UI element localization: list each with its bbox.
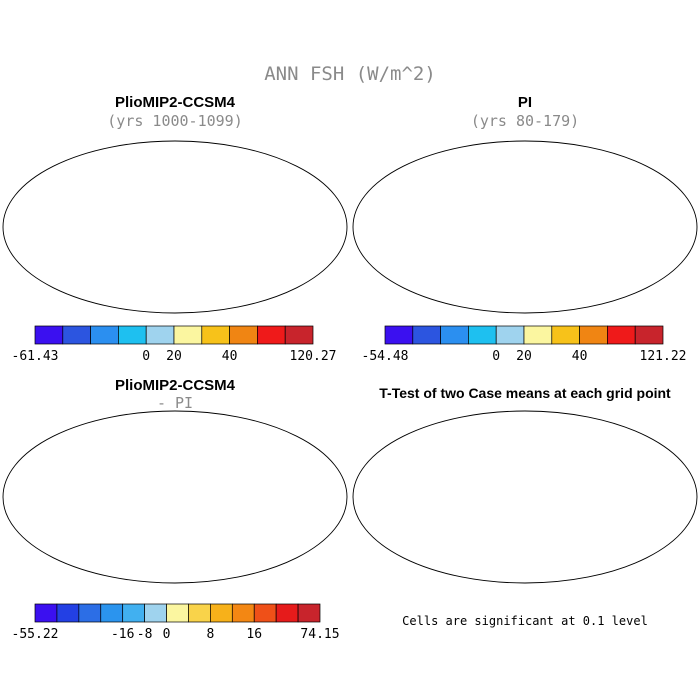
map-ocean xyxy=(3,141,347,313)
colorbar-swatch xyxy=(62,325,91,345)
colorbar-swatch xyxy=(468,325,497,345)
colorbar-swatch xyxy=(495,325,525,345)
map-border xyxy=(2,410,348,584)
colorbar-swatch xyxy=(579,325,608,345)
panel-title: T-Test of two Case means at each grid po… xyxy=(379,385,671,401)
map-ocean xyxy=(353,141,697,313)
colorbar-swatch xyxy=(440,325,469,345)
colorbar-swatch xyxy=(210,603,233,623)
colorbar-swatch xyxy=(201,325,230,345)
colorbar: -55.22 -16 -8 0 8 16 74.15 xyxy=(12,603,340,642)
map-border xyxy=(352,410,698,584)
colorbar-tick-label: 8 xyxy=(206,627,214,642)
colorbar-tick-label: 40 xyxy=(222,349,238,364)
colorbar-swatch xyxy=(78,603,102,623)
colorbar-swatch xyxy=(257,325,286,345)
colorbar-tick-label: 74.15 xyxy=(300,627,339,642)
colorbar-tick-label: 20 xyxy=(166,349,182,364)
colorbar-tick-label: -61.43 xyxy=(12,349,59,364)
panel-pi: PI(yrs 80-179) -54.48 0 20 40 121.22 xyxy=(352,94,698,364)
colorbar-swatch xyxy=(118,325,147,345)
panel-ttest: T-Test of two Case means at each grid po… xyxy=(352,385,698,628)
colorbar-swatch xyxy=(229,325,258,345)
panel-diff: PlioMIP2-CCSM4- PI -55.22 -16 -8 0 8 16 74.15 xyxy=(2,377,348,642)
panel-subtitle: (yrs 80-179) xyxy=(471,112,579,130)
colorbar-swatch xyxy=(231,603,255,623)
colorbar-tick-label: 0 xyxy=(492,349,500,364)
colorbar-swatch xyxy=(275,603,299,623)
colorbar-tick-label: 16 xyxy=(246,627,262,642)
colorbar-swatch xyxy=(551,325,580,345)
colorbar-tick-label: 20 xyxy=(516,349,532,364)
colorbar-tick-label: 120.27 xyxy=(290,349,337,364)
colorbar-swatch xyxy=(166,603,189,623)
colorbar-tick-label: 0 xyxy=(163,627,171,642)
colorbar-swatch xyxy=(634,325,664,345)
colorbar-swatch xyxy=(56,603,80,623)
panel-plio: PlioMIP2-CCSM4(yrs 1000-1099) -61.43 0 20 40… xyxy=(2,94,348,364)
colorbar-swatch xyxy=(607,325,636,345)
colorbar-swatch xyxy=(412,325,441,345)
colorbar-tick-label: -55.22 xyxy=(12,627,59,642)
colorbar-swatch xyxy=(384,325,414,345)
figure-title: ANN FSH (W/m^2) xyxy=(264,63,436,85)
colorbar-swatch xyxy=(188,603,211,623)
colorbar: -54.48 0 20 40 121.22 xyxy=(362,325,687,364)
colorbar-swatch xyxy=(34,603,58,623)
panel-title: PlioMIP2-CCSM4 xyxy=(115,377,236,394)
colorbar-swatch xyxy=(523,325,553,345)
panel-title: PlioMIP2-CCSM4 xyxy=(115,94,236,111)
colorbar-tick-label: -8 xyxy=(137,627,153,642)
colorbar-swatch xyxy=(253,603,277,623)
colorbar-tick-label: 0 xyxy=(142,349,150,364)
panel-subtitle: - PI xyxy=(157,394,193,412)
colorbar-swatch xyxy=(297,603,321,623)
map-border xyxy=(352,140,698,314)
map-border xyxy=(2,140,348,314)
significance-note: Cells are significant at 0.1 level xyxy=(402,614,648,628)
map-ocean xyxy=(353,411,697,583)
colorbar-swatch xyxy=(34,325,64,345)
colorbar-swatch xyxy=(145,325,175,345)
panels-layer: PlioMIP2-CCSM4(yrs 1000-1099)-61.43 0 20 40… xyxy=(2,94,698,642)
colorbar-tick-label: -16 xyxy=(111,627,134,642)
colorbar: -61.43 0 20 40 120.27 xyxy=(12,325,337,364)
panel-title: PI xyxy=(518,94,532,111)
colorbar-swatch xyxy=(100,603,124,623)
colorbar-tick-label: 121.22 xyxy=(640,349,687,364)
colorbar-tick-label: 40 xyxy=(572,349,588,364)
colorbar-tick-label: -54.48 xyxy=(362,349,409,364)
colorbar-swatch xyxy=(122,603,145,623)
panel-subtitle: (yrs 1000-1099) xyxy=(107,112,242,130)
colorbar-swatch xyxy=(173,325,203,345)
colorbar-swatch xyxy=(90,325,119,345)
colorbar-swatch xyxy=(144,603,167,623)
map-ocean xyxy=(3,411,347,583)
colorbar-swatch xyxy=(284,325,314,345)
